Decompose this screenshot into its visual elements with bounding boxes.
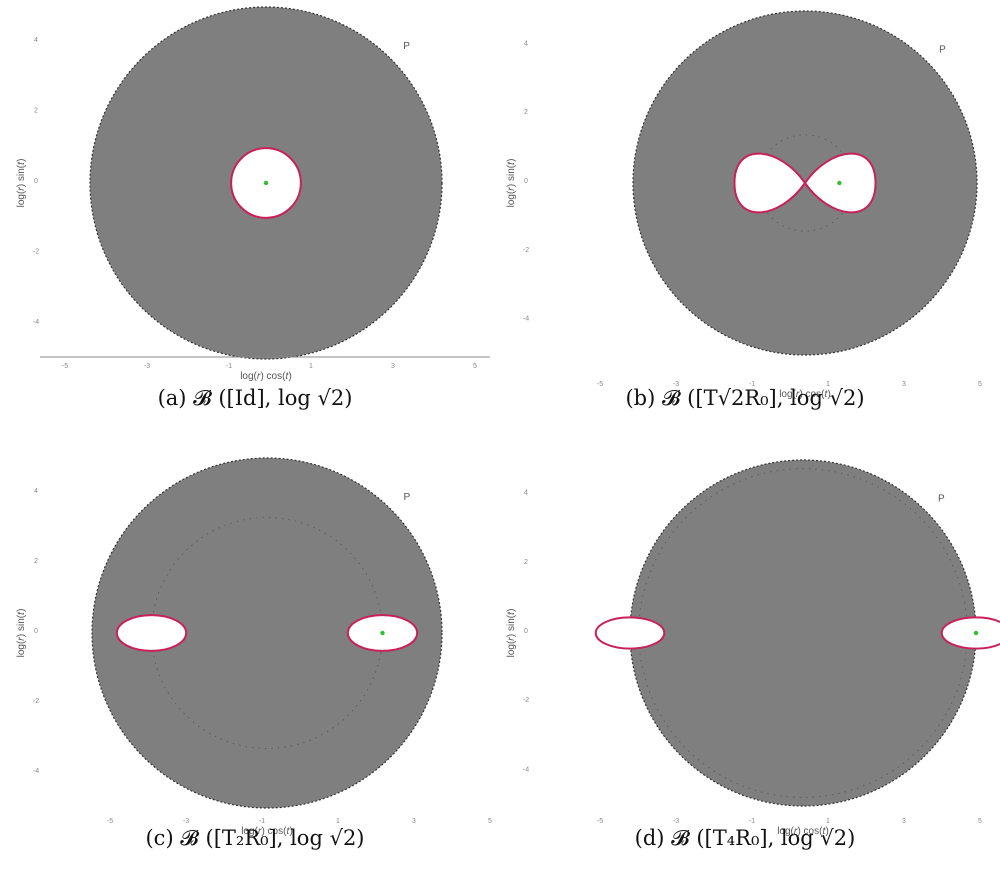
panel-b: 4 2 0 -2 -4 log(𝑟) sin(𝑡) P -5 -3 -1 1 3 5 log(𝑟) cos… [500, 0, 990, 440]
fundamental-hole [940, 616, 1000, 650]
x-tick-label: 1 [826, 818, 830, 825]
figure-plot-c: 4 2 0 -2 -4 log(𝑟) sin(𝑡) P -5 -3 -1 1 3 5 log(𝑟) cos… [16, 457, 492, 837]
panel-a: 4 2 0 -2 -4 log(𝑟) sin(𝑡) P -5 -3 -1 1 3 5 log(𝑟) cos… [10, 0, 500, 440]
x-tick-label: -5 [597, 818, 603, 825]
y-tick-label: 0 [34, 178, 38, 185]
x-axis-label: log(𝑟) cos(𝑡) [240, 371, 292, 382]
y-tick-label: 0 [524, 178, 528, 185]
y-tick-label: -4 [523, 316, 529, 323]
x-tick-label: 1 [309, 363, 313, 370]
y-tick-label: 4 [524, 490, 528, 497]
x-tick-label: 3 [902, 381, 906, 388]
x-tick-label: 1 [336, 818, 340, 825]
y-axis-label: log(𝑟) sin(𝑡) [16, 609, 27, 658]
y-tick-label: 2 [524, 559, 528, 566]
center-point [837, 180, 842, 186]
y-tick-label: 2 [34, 558, 38, 565]
hyperbolic-disk [629, 459, 977, 807]
x-tick-label: 3 [902, 818, 906, 825]
corner-mark: P [403, 41, 410, 52]
x-tick-label: -3 [144, 363, 150, 370]
y-axis-label: log(𝑟) sin(𝑡) [16, 159, 27, 208]
corner-mark: P [404, 492, 411, 503]
fundamental-hole [733, 152, 877, 214]
x-tick-label: -3 [673, 381, 679, 388]
y-tick-label: 2 [34, 108, 38, 115]
x-tick-label: -1 [259, 818, 265, 825]
x-tick-label: -1 [749, 818, 755, 825]
center-point [263, 180, 269, 186]
y-tick-label: 2 [524, 109, 528, 116]
panel-c: 4 2 0 -2 -4 log(𝑟) sin(𝑡) P -5 -3 -1 1 3 5 log(𝑟) cos… [10, 450, 500, 879]
y-tick-label: -2 [523, 247, 529, 254]
fundamental-hole [115, 614, 188, 652]
y-tick-label: 0 [524, 628, 528, 635]
fundamental-hole [594, 616, 666, 650]
caption-d: (d) 𝓑 ([T₄R₀], log √2) [634, 826, 856, 850]
x-axis-label: log(𝑟) cos(𝑡) [777, 826, 829, 837]
caption-b: (b) 𝓑 ([T√2R₀], log √2) [625, 386, 865, 410]
y-axis-label: log(𝑟) sin(𝑡) [506, 159, 517, 208]
y-tick-label: 0 [34, 628, 38, 635]
x-axis-label: log(𝑟) cos(𝑡) [779, 389, 831, 400]
x-tick-label: 3 [412, 818, 416, 825]
y-tick-label: -4 [33, 319, 39, 326]
figure-plot-d: 4 2 0 -2 -4 log(𝑟) sin(𝑡) P -5 -3 -1 1 3 5 log(𝑟) cos… [506, 459, 1000, 837]
x-tick-label: -3 [673, 818, 679, 825]
figure-plot-b: 4 2 0 -2 -4 log(𝑟) sin(𝑡) P -5 -3 -1 1 3 5 log(𝑟) cos… [506, 10, 982, 400]
y-tick-label: 4 [34, 37, 38, 44]
y-tick-label: -4 [523, 766, 529, 773]
x-axis-label: log(𝑟) cos(𝑡) [241, 826, 293, 837]
y-tick-label: 4 [34, 488, 38, 495]
caption-c: (c) 𝓑 ([T₂R₀], log √2) [145, 826, 365, 850]
x-tick-label: -1 [749, 381, 755, 388]
y-tick-label: -4 [33, 768, 39, 775]
x-tick-label: 1 [826, 381, 830, 388]
x-tick-label: -5 [62, 363, 68, 370]
figure-plot-a: 4 2 0 -2 -4 log(𝑟) sin(𝑡) P -5 -3 -1 1 3 5 log(𝑟) cos… [16, 6, 490, 382]
y-tick-label: 4 [524, 40, 528, 47]
x-tick-label: 5 [488, 818, 492, 825]
y-axis-label: log(𝑟) sin(𝑡) [506, 609, 517, 658]
hyperbolic-disk [91, 457, 443, 809]
y-tick-label: -2 [33, 248, 39, 255]
x-tick-label: -5 [107, 818, 113, 825]
x-tick-label: 3 [391, 363, 395, 370]
y-tick-label: -2 [523, 697, 529, 704]
center-point [973, 630, 979, 636]
y-tick-label: -2 [33, 698, 39, 705]
panel-d: 4 2 0 -2 -4 log(𝑟) sin(𝑡) P -5 -3 -1 1 3 5 log(𝑟) cos… [500, 450, 1000, 879]
x-tick-label: -1 [226, 363, 232, 370]
x-tick-label: 5 [978, 818, 982, 825]
x-tick-label: -5 [597, 381, 603, 388]
x-tick-label: 5 [978, 381, 982, 388]
corner-mark: P [939, 44, 946, 55]
corner-mark: P [938, 494, 945, 505]
x-tick-label: -3 [183, 818, 189, 825]
center-point [380, 630, 385, 636]
caption-a: (a) 𝓑 ([Id], log √2) [157, 386, 353, 410]
x-tick-label: 5 [473, 363, 477, 370]
